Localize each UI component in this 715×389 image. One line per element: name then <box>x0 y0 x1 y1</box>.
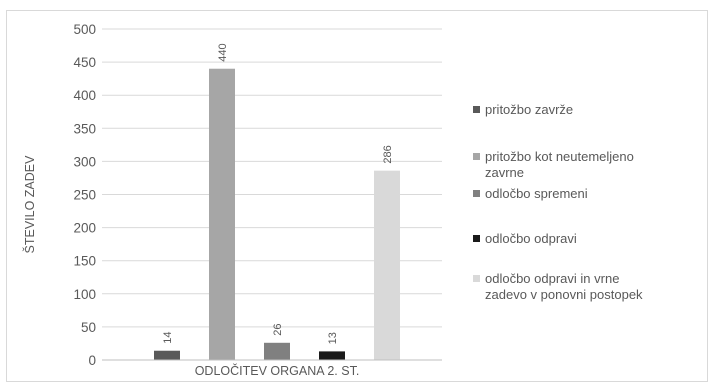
legend-swatch <box>473 106 480 113</box>
y-tick-label: 400 <box>73 88 96 103</box>
y-tick-label: 100 <box>73 287 96 302</box>
bar <box>264 342 290 360</box>
y-tick-label: 200 <box>73 221 96 236</box>
y-tick-label: 350 <box>73 121 96 136</box>
y-tick-label: 250 <box>73 188 96 203</box>
chart-frame: 0 50 100 150 200 250 300 350 400 450 500 14 440 26 13… <box>6 10 708 382</box>
y-tick-label: 50 <box>81 320 96 335</box>
data-label: 440 <box>217 43 229 61</box>
x-axis-title: ODLOČITEV ORGANA 2. ST. <box>195 363 360 378</box>
bar <box>374 170 400 360</box>
gridlines <box>102 28 442 328</box>
legend-label: pritožbo zavrže <box>485 102 573 117</box>
data-label: 286 <box>382 145 394 163</box>
legend-swatch <box>473 235 480 242</box>
bar <box>319 351 345 360</box>
legend-swatch <box>473 275 480 282</box>
y-axis-title: ŠTEVILO ZADEV <box>22 155 37 254</box>
legend-label: odločbo odpravi <box>485 231 577 246</box>
bars <box>154 68 400 360</box>
y-axis-ticks: 0 50 100 150 200 250 300 350 400 450 500 <box>73 22 96 368</box>
y-tick-label: 500 <box>73 22 96 37</box>
y-tick-label: 300 <box>73 154 96 169</box>
data-label: 13 <box>327 332 339 344</box>
legend-label: odločbo odpravi in vrne zadevo v ponovni … <box>485 271 643 302</box>
data-labels: 14 440 26 13 286 <box>162 43 394 344</box>
data-label: 14 <box>162 331 174 343</box>
bar-chart: 0 50 100 150 200 250 300 350 400 450 500 14 440 26 13… <box>22 22 643 378</box>
y-tick-label: 450 <box>73 55 96 70</box>
legend-label: pritožbo kot neutemeljeno zavrne <box>485 149 634 180</box>
bar <box>154 350 180 360</box>
y-tick-label: 150 <box>73 254 96 269</box>
y-tick-label: 0 <box>88 353 96 368</box>
legend-label: odločbo spremeni <box>485 186 588 201</box>
bar <box>209 68 235 360</box>
legend: pritožbo zavrže pritožbo kot neutemeljeno… <box>473 102 643 302</box>
legend-swatch <box>473 153 480 160</box>
legend-swatch <box>473 190 480 197</box>
data-label: 26 <box>272 324 284 336</box>
